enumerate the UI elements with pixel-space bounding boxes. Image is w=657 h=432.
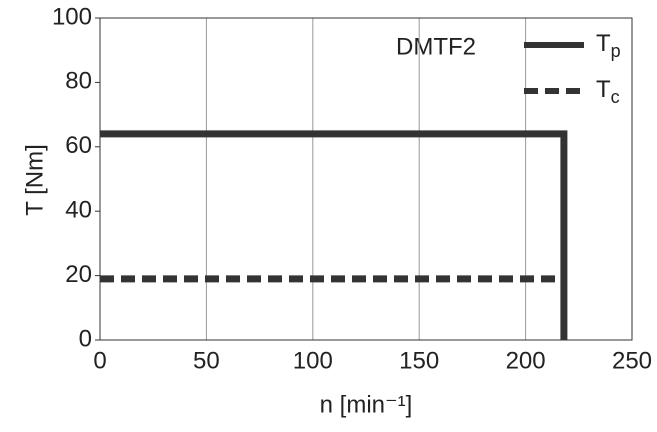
x-tick-label: 150 <box>399 347 439 374</box>
y-axis-label: T [Nm] <box>21 144 48 216</box>
legend-label: Tc <box>596 76 620 106</box>
y-tick-label: 80 <box>65 68 92 95</box>
legend-label-sub: c <box>611 87 620 107</box>
x-tick-label: 50 <box>193 347 220 374</box>
plot-frame <box>99 17 633 341</box>
y-tick-label: 40 <box>65 197 92 224</box>
y-tick-label: 20 <box>65 261 92 288</box>
legend-label-main: T <box>596 30 611 57</box>
x-tick-label: 0 <box>93 347 106 374</box>
x-axis-label: n [min⁻¹] <box>320 391 413 418</box>
legend-label-main: T <box>596 76 611 103</box>
y-tick-label: 0 <box>79 325 92 352</box>
x-tick-label: 200 <box>506 347 546 374</box>
legend-label: Tp <box>596 30 621 60</box>
y-tick-label: 100 <box>52 3 92 30</box>
line <box>100 130 568 340</box>
x-tick-label: 100 <box>293 347 333 374</box>
legend-label-sub: p <box>611 41 621 61</box>
x-tick-label: 250 <box>612 347 652 374</box>
legend-title: DMTF2 <box>396 33 476 60</box>
y-tick-label: 60 <box>65 132 92 159</box>
